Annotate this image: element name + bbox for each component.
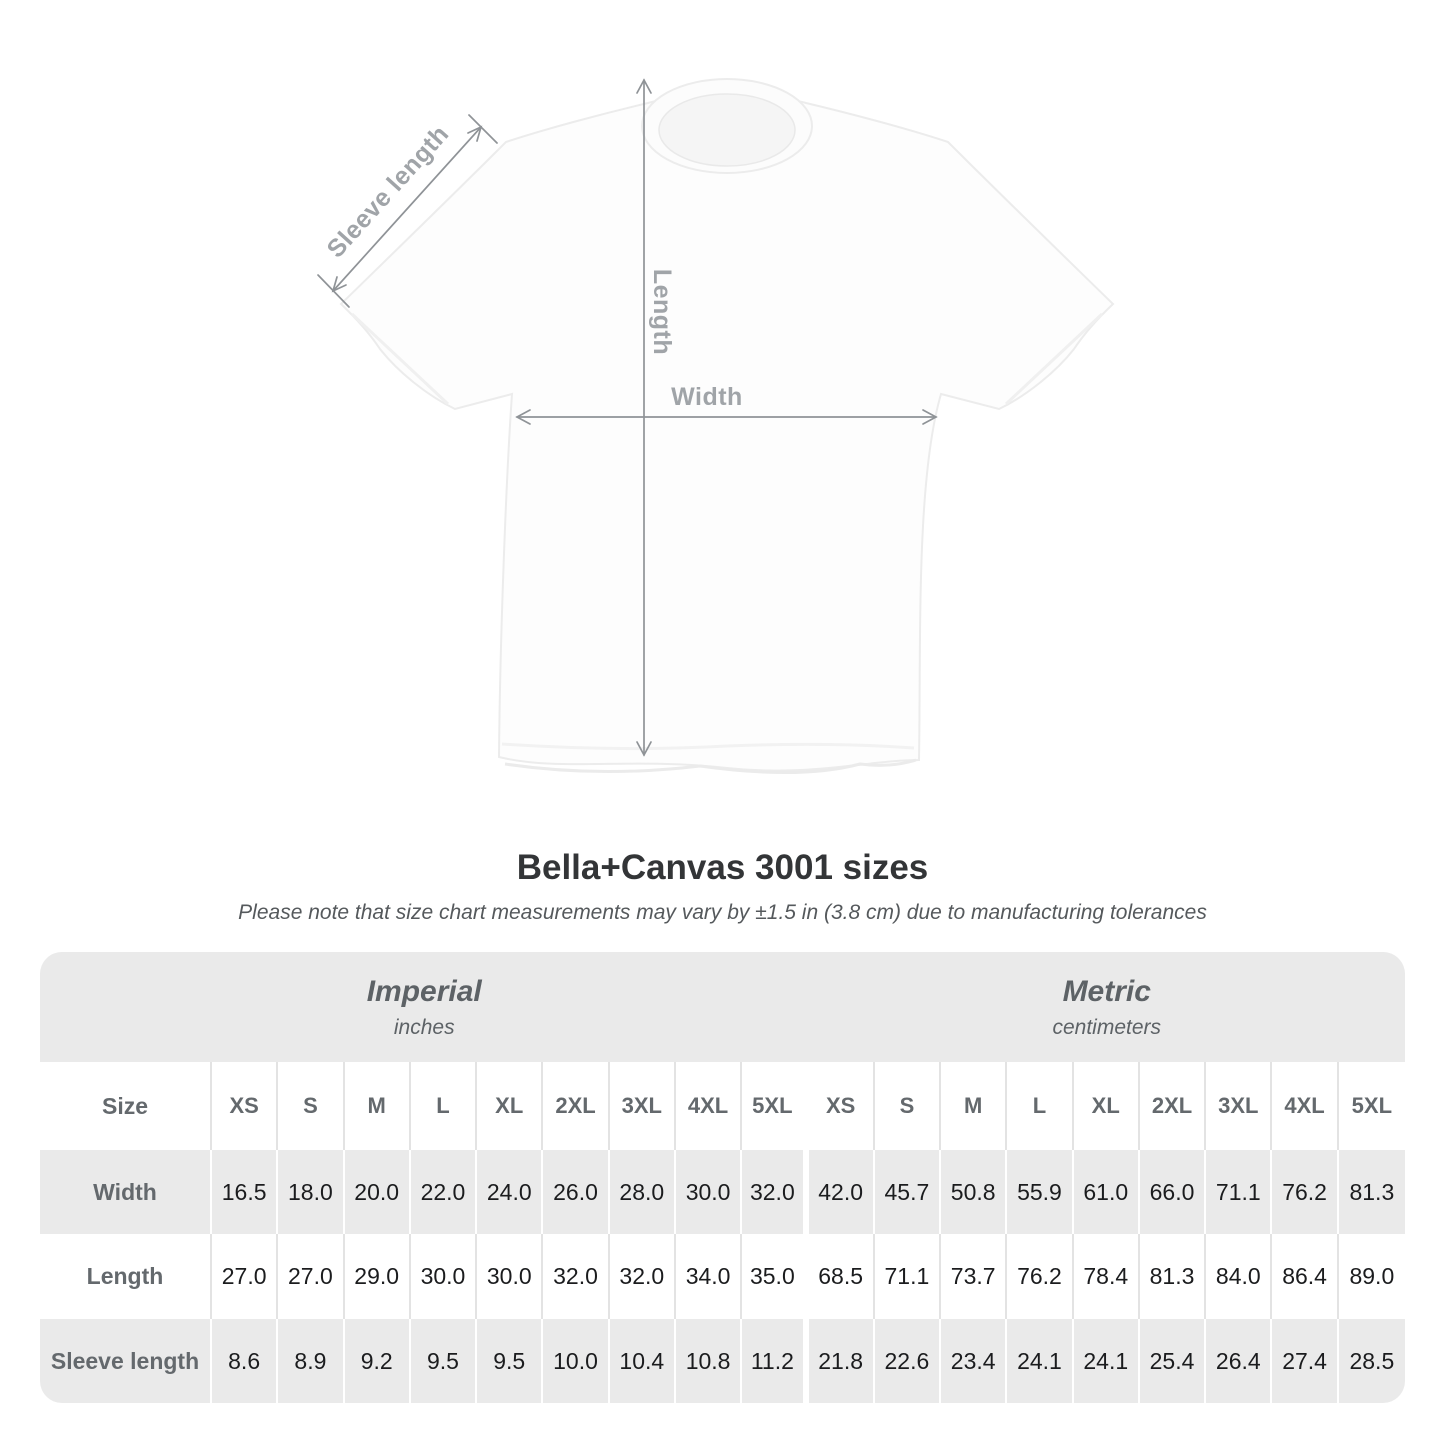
measurement-value: 27.4 bbox=[1272, 1319, 1339, 1403]
size-column-header: 4XL bbox=[1272, 1062, 1339, 1150]
size-column-header: 3XL bbox=[609, 1062, 676, 1150]
measurement-value: 50.8 bbox=[941, 1150, 1008, 1234]
sleeve-length-arrow bbox=[317, 114, 498, 308]
imperial-unit: inches bbox=[393, 1015, 455, 1039]
measurement-value: 26.0 bbox=[543, 1150, 610, 1234]
measurement-value: 81.3 bbox=[1338, 1150, 1405, 1234]
measurement-value: 27.0 bbox=[212, 1234, 279, 1319]
measurement-value: 42.0 bbox=[808, 1150, 875, 1234]
size-column-header: 5XL bbox=[1338, 1062, 1405, 1150]
measurement-value: 78.4 bbox=[1073, 1234, 1140, 1319]
measurement-value: 25.4 bbox=[1139, 1319, 1207, 1403]
measurement-value: 9.5 bbox=[410, 1319, 478, 1403]
measurement-value: 16.5 bbox=[212, 1150, 279, 1234]
measurement-value: 68.5 bbox=[808, 1234, 875, 1319]
measurement-value: 45.7 bbox=[874, 1150, 942, 1234]
measurement-value: 26.4 bbox=[1206, 1319, 1273, 1403]
measurement-value: 71.1 bbox=[874, 1234, 942, 1319]
size-row-label: Size bbox=[40, 1062, 212, 1150]
size-column-header: XS bbox=[212, 1062, 279, 1150]
measurement-value: 22.0 bbox=[410, 1150, 478, 1234]
measurement-value: 11.2 bbox=[742, 1319, 809, 1403]
metric-section-header: Metric centimeters bbox=[808, 952, 1405, 1062]
measurement-value: 24.1 bbox=[1073, 1319, 1140, 1403]
measurement-value: 32.0 bbox=[742, 1150, 809, 1234]
measurement-value: 30.0 bbox=[410, 1234, 478, 1319]
measurement-value: 55.9 bbox=[1007, 1150, 1074, 1234]
measure-row-label: Length bbox=[40, 1234, 212, 1319]
metric-title: Metric bbox=[1062, 974, 1151, 1008]
imperial-section-header: Imperial inches bbox=[40, 952, 809, 1062]
tshirt-body bbox=[339, 95, 1115, 772]
size-column-header: M bbox=[941, 1062, 1008, 1150]
measurement-value: 27.0 bbox=[278, 1234, 345, 1319]
measurement-value: 24.1 bbox=[1007, 1319, 1074, 1403]
size-column-header: 3XL bbox=[1206, 1062, 1273, 1150]
tshirt-collar-inner bbox=[658, 93, 796, 167]
size-column-header: XL bbox=[1073, 1062, 1140, 1150]
measurement-value: 84.0 bbox=[1206, 1234, 1273, 1319]
measurement-value: 61.0 bbox=[1073, 1150, 1140, 1234]
length-label: Length bbox=[648, 269, 676, 355]
measurement-value: 21.8 bbox=[808, 1319, 875, 1403]
measurement-value: 86.4 bbox=[1272, 1234, 1339, 1319]
size-column-header: S bbox=[278, 1062, 345, 1150]
size-table: Imperial inches Metric centimeters Size X… bbox=[40, 952, 1405, 1403]
measurement-value: 34.0 bbox=[675, 1234, 743, 1319]
metric-unit: centimeters bbox=[1052, 1015, 1162, 1039]
size-column-header: XL bbox=[477, 1062, 544, 1150]
hem-shadow bbox=[504, 758, 917, 775]
left-sleeve-seam bbox=[350, 312, 450, 406]
measurement-value: 10.4 bbox=[609, 1319, 676, 1403]
size-column-header: M bbox=[344, 1062, 411, 1150]
page-subtitle: Please note that size chart measurements… bbox=[238, 901, 1207, 924]
measurement-value: 28.5 bbox=[1338, 1319, 1405, 1403]
measurement-value: 29.0 bbox=[344, 1234, 411, 1319]
imperial-title: Imperial bbox=[366, 974, 482, 1008]
size-column-header: L bbox=[1007, 1062, 1074, 1150]
width-arrow bbox=[515, 409, 938, 425]
measurement-value: 10.0 bbox=[543, 1319, 610, 1403]
measurement-value: 24.0 bbox=[477, 1150, 544, 1234]
measurement-value: 28.0 bbox=[609, 1150, 676, 1234]
measurement-value: 8.6 bbox=[212, 1319, 279, 1403]
measurement-value: 76.2 bbox=[1007, 1234, 1074, 1319]
measurement-value: 89.0 bbox=[1338, 1234, 1405, 1319]
measurement-value: 30.0 bbox=[477, 1234, 544, 1319]
measurement-value: 10.8 bbox=[675, 1319, 743, 1403]
measurement-value: 35.0 bbox=[742, 1234, 809, 1319]
measurement-value: 76.2 bbox=[1272, 1150, 1339, 1234]
size-column-header: 5XL bbox=[742, 1062, 809, 1150]
width-label: Width bbox=[671, 383, 743, 411]
measure-row-label: Sleeve length bbox=[40, 1319, 212, 1403]
size-column-header: L bbox=[410, 1062, 478, 1150]
measure-row-label: Width bbox=[40, 1150, 212, 1234]
page-title: Bella+Canvas 3001 sizes bbox=[516, 848, 929, 887]
tshirt-diagram: Sleeve length Length Width bbox=[317, 78, 1115, 775]
measurement-value: 73.7 bbox=[941, 1234, 1008, 1319]
hem-fold bbox=[501, 742, 915, 751]
measurement-value: 30.0 bbox=[675, 1150, 743, 1234]
measurement-value: 71.1 bbox=[1206, 1150, 1273, 1234]
measurement-value: 32.0 bbox=[609, 1234, 676, 1319]
measurement-value: 66.0 bbox=[1139, 1150, 1207, 1234]
measurement-value: 32.0 bbox=[543, 1234, 610, 1319]
size-column-header: 4XL bbox=[675, 1062, 743, 1150]
measurement-value: 22.6 bbox=[874, 1319, 942, 1403]
measurement-value: 81.3 bbox=[1139, 1234, 1207, 1319]
size-column-header: S bbox=[874, 1062, 942, 1150]
size-column-header: 2XL bbox=[543, 1062, 610, 1150]
measurement-value: 9.5 bbox=[477, 1319, 544, 1403]
size-column-header: XS bbox=[808, 1062, 875, 1150]
measurement-value: 8.9 bbox=[278, 1319, 345, 1403]
measurement-value: 23.4 bbox=[941, 1319, 1008, 1403]
measurement-value: 18.0 bbox=[278, 1150, 345, 1234]
measurement-value: 20.0 bbox=[344, 1150, 411, 1234]
size-column-header: 2XL bbox=[1139, 1062, 1207, 1150]
measurement-value: 9.2 bbox=[344, 1319, 411, 1403]
right-sleeve-seam bbox=[1004, 312, 1104, 406]
